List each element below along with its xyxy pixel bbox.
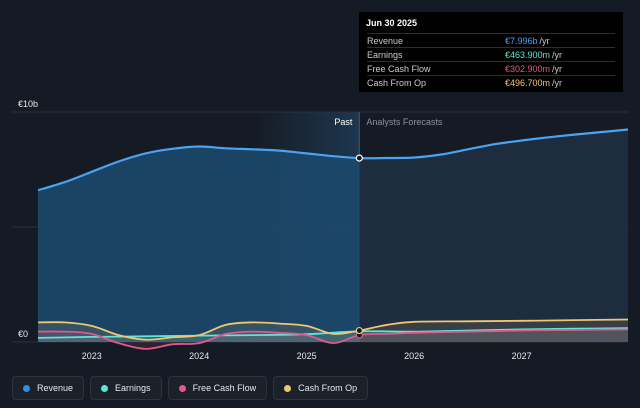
tooltip-unit: /yr [539, 35, 550, 46]
cash-from-op-line [37, 318, 629, 341]
x-tick-label: 2024 [189, 351, 209, 361]
tooltip-date: Jun 30 2025 [366, 18, 418, 28]
cash-from-op-dot-icon [284, 384, 292, 392]
tooltip-label: Cash From Op [367, 77, 427, 88]
x-tick-label: 2023 [82, 351, 102, 361]
tooltip-row-free-cash-flow: Free Cash Flow €302.900m /yr [367, 61, 615, 75]
legend-label: Earnings [115, 383, 151, 393]
legend-label: Free Cash Flow [192, 383, 257, 393]
revenue-marker [355, 154, 363, 162]
tooltip-unit: /yr [552, 49, 563, 60]
tooltip-value: €7.996b [505, 35, 538, 46]
cash-from-op-marker [355, 326, 363, 335]
tooltip-unit: /yr [552, 63, 563, 74]
free-cash-flow-line [37, 328, 629, 350]
legend-item-cash-from-op[interactable]: Cash From Op [273, 376, 369, 400]
x-tick-label: 2027 [512, 351, 532, 361]
legend-item-free-cash-flow[interactable]: Free Cash Flow [167, 376, 268, 400]
legend-item-earnings[interactable]: Earnings [90, 376, 162, 400]
tooltip-label: Free Cash Flow [367, 63, 431, 74]
earnings-line [37, 327, 629, 339]
tooltip-row-revenue: Revenue €7.996b /yr [367, 33, 615, 47]
tooltip-unit: /yr [552, 77, 563, 88]
revenue-area-forecast [359, 129, 628, 342]
x-tick-label: 2025 [297, 351, 317, 361]
legend-label: Revenue [37, 383, 74, 393]
free-cash-flow-area [38, 329, 628, 349]
cash-from-op-area [38, 319, 628, 342]
x-tick-label: 2026 [404, 351, 424, 361]
past-label: Past [334, 117, 353, 127]
tooltip-panel: Jun 30 2025 Revenue €7.996b /yr Earnings… [359, 12, 623, 92]
tooltip-value: €463.900m [505, 49, 551, 60]
revenue-area-past [38, 146, 360, 342]
tooltip-label: Revenue [367, 35, 404, 46]
legend-label: Cash From Op [298, 383, 358, 393]
revenue-dot-icon [23, 384, 30, 392]
tooltip-value: €302.900m [505, 63, 551, 74]
earnings-dot-icon [101, 384, 109, 392]
tooltip-value: €496.700m [505, 77, 551, 88]
free-cash-flow-dot-icon [178, 384, 186, 392]
legend-item-revenue[interactable]: Revenue [12, 376, 85, 400]
y-tick-label: €10b [18, 99, 38, 109]
revenue-line [37, 128, 629, 192]
forecast-label: Analysts Forecasts [366, 117, 443, 127]
y-tick-label: €0 [18, 329, 28, 339]
tooltip-row-cash-from-op: Cash From Op €496.700m /yr [367, 75, 615, 89]
legend: Revenue Earnings Free Cash Flow Cash Fro… [12, 376, 369, 402]
tooltip-row-earnings: Earnings €463.900m /yr [367, 47, 615, 61]
tooltip-label: Earnings [367, 49, 403, 60]
